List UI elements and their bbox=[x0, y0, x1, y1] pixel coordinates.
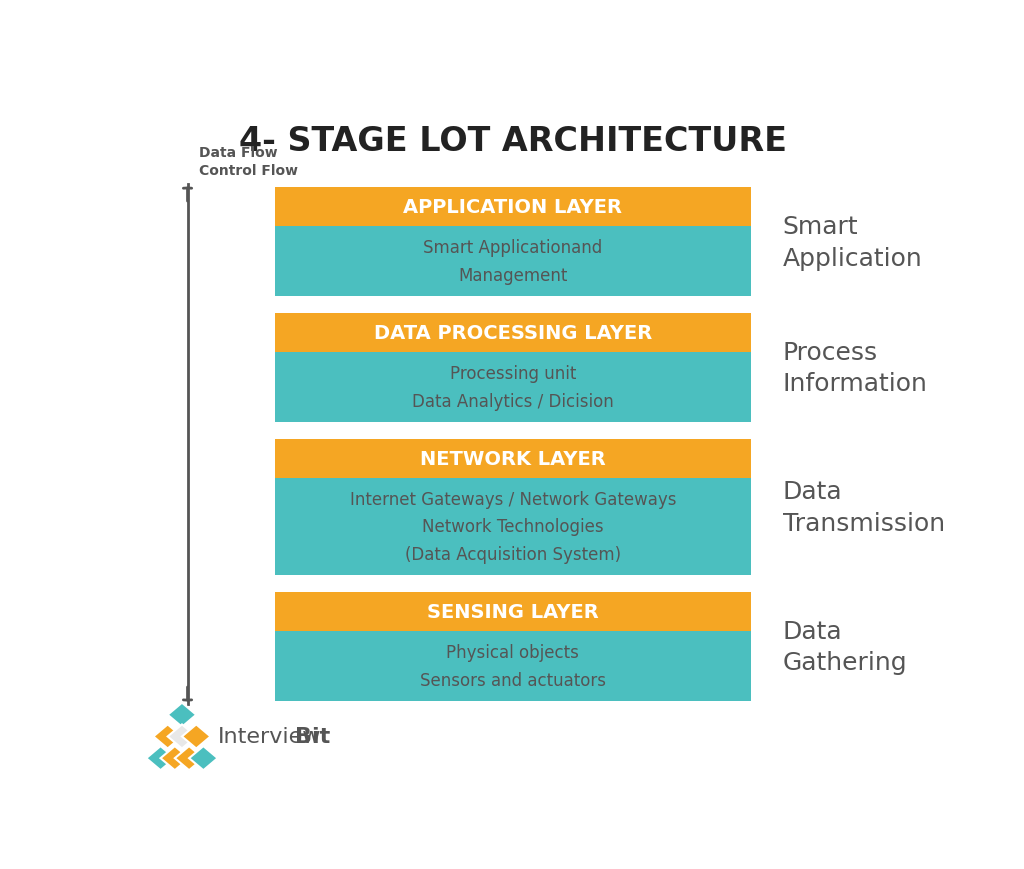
Bar bbox=[274, 478, 751, 575]
Polygon shape bbox=[189, 746, 218, 770]
Text: Interview: Interview bbox=[218, 726, 322, 746]
Text: Internet Gateways / Network Gateways
Network Technologies
(Data Acquisition Syst: Internet Gateways / Network Gateways Net… bbox=[349, 490, 676, 564]
Polygon shape bbox=[154, 725, 182, 749]
Text: Data
Transmission: Data Transmission bbox=[782, 480, 945, 535]
Text: SENSING LAYER: SENSING LAYER bbox=[427, 602, 599, 621]
Polygon shape bbox=[146, 746, 175, 770]
Text: Data Flow
Control Flow: Data Flow Control Flow bbox=[200, 145, 298, 178]
Polygon shape bbox=[168, 703, 197, 727]
Polygon shape bbox=[161, 746, 189, 770]
Text: Data
Gathering: Data Gathering bbox=[782, 619, 907, 674]
Text: DATA PROCESSING LAYER: DATA PROCESSING LAYER bbox=[374, 323, 652, 342]
Text: Process
Information: Process Information bbox=[782, 341, 928, 396]
Text: 4- STAGE LOT ARCHITECTURE: 4- STAGE LOT ARCHITECTURE bbox=[239, 124, 786, 157]
Bar bbox=[274, 440, 751, 478]
Bar bbox=[274, 227, 751, 297]
Text: Smart Applicationand
Management: Smart Applicationand Management bbox=[423, 239, 602, 285]
Polygon shape bbox=[168, 725, 197, 749]
Polygon shape bbox=[182, 725, 211, 749]
Bar bbox=[274, 353, 751, 423]
Text: Processing unit
Data Analytics / Dicision: Processing unit Data Analytics / Dicisio… bbox=[412, 365, 613, 410]
Text: APPLICATION LAYER: APPLICATION LAYER bbox=[403, 198, 623, 216]
Bar bbox=[274, 631, 751, 701]
Text: Smart
Application: Smart Application bbox=[782, 215, 923, 270]
Text: Bit: Bit bbox=[296, 726, 331, 746]
Polygon shape bbox=[175, 746, 204, 770]
Bar bbox=[274, 592, 751, 631]
Text: Physical objects
Sensors and actuators: Physical objects Sensors and actuators bbox=[420, 643, 606, 689]
Bar bbox=[274, 314, 751, 353]
Bar bbox=[274, 188, 751, 227]
Text: NETWORK LAYER: NETWORK LAYER bbox=[420, 449, 606, 468]
